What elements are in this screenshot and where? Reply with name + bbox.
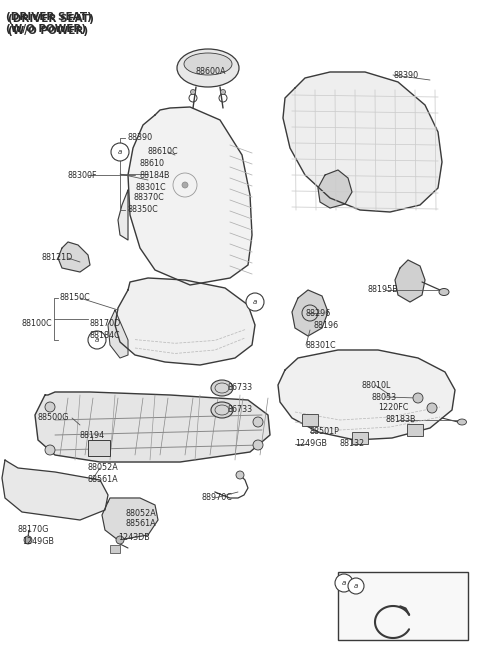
Text: 88196: 88196 [313, 320, 338, 329]
Circle shape [116, 536, 124, 544]
FancyBboxPatch shape [407, 424, 423, 436]
Text: 86733: 86733 [228, 405, 253, 415]
Text: 88121D: 88121D [42, 253, 73, 263]
Text: (W/O POWER): (W/O POWER) [8, 26, 88, 36]
Polygon shape [128, 107, 252, 285]
Text: 88610C: 88610C [147, 147, 178, 157]
Text: 88301C: 88301C [306, 341, 336, 350]
Ellipse shape [211, 380, 233, 396]
Text: 88390: 88390 [393, 71, 418, 79]
Text: 88194: 88194 [80, 430, 105, 440]
Circle shape [427, 403, 437, 413]
Polygon shape [58, 242, 90, 272]
Circle shape [111, 143, 129, 161]
Circle shape [182, 182, 188, 188]
Text: 88561A: 88561A [126, 519, 156, 529]
Circle shape [236, 471, 244, 479]
Text: 88132: 88132 [340, 440, 365, 449]
Polygon shape [318, 170, 352, 208]
Circle shape [220, 90, 226, 94]
Ellipse shape [211, 402, 233, 418]
Polygon shape [108, 310, 128, 358]
Polygon shape [115, 278, 255, 365]
Text: a: a [253, 299, 257, 305]
Text: 88150C: 88150C [60, 293, 91, 303]
Circle shape [253, 417, 263, 427]
Text: 88195B: 88195B [368, 286, 399, 295]
Polygon shape [102, 498, 158, 540]
Text: 88184C: 88184C [90, 331, 120, 339]
Text: 88501P: 88501P [310, 428, 340, 436]
Text: 88350C: 88350C [128, 206, 159, 214]
Text: 88184B: 88184B [140, 170, 170, 179]
Text: 88561A: 88561A [88, 474, 119, 483]
Text: a: a [354, 583, 358, 589]
Text: (DRIVER SEAT): (DRIVER SEAT) [8, 14, 94, 24]
Polygon shape [395, 260, 425, 302]
Polygon shape [292, 290, 328, 336]
FancyBboxPatch shape [302, 414, 318, 426]
Text: 86733: 86733 [228, 383, 253, 392]
FancyBboxPatch shape [338, 572, 468, 640]
FancyBboxPatch shape [88, 440, 110, 456]
Circle shape [335, 574, 353, 592]
Text: a: a [95, 337, 99, 343]
Text: 1220FC: 1220FC [378, 403, 408, 413]
FancyBboxPatch shape [352, 432, 368, 444]
Ellipse shape [457, 419, 467, 425]
Text: 1249GB: 1249GB [295, 440, 327, 449]
Circle shape [413, 393, 423, 403]
Text: 1249GB: 1249GB [22, 538, 54, 546]
Text: a: a [342, 580, 346, 586]
FancyBboxPatch shape [110, 545, 120, 553]
Text: 88301C: 88301C [136, 183, 167, 191]
Text: 88390: 88390 [128, 134, 153, 143]
Text: 88300F: 88300F [68, 170, 97, 179]
Circle shape [253, 440, 263, 450]
Polygon shape [118, 190, 128, 240]
Text: 88183B: 88183B [385, 415, 416, 424]
Circle shape [191, 90, 195, 94]
Text: 88170D: 88170D [90, 318, 121, 328]
Text: 88170G: 88170G [18, 525, 49, 534]
Text: 88500G: 88500G [38, 413, 70, 422]
Text: 88296: 88296 [306, 309, 331, 318]
Polygon shape [278, 350, 455, 440]
Text: 88370C: 88370C [133, 193, 164, 202]
Ellipse shape [177, 49, 239, 87]
Polygon shape [35, 392, 270, 462]
Text: 88052A: 88052A [126, 508, 157, 517]
Text: (DRIVER SEAT): (DRIVER SEAT) [6, 12, 92, 22]
Text: 88600A: 88600A [195, 67, 226, 77]
Text: 88053: 88053 [372, 392, 397, 402]
Ellipse shape [184, 53, 232, 75]
Text: 88627: 88627 [370, 582, 395, 591]
Text: 88610: 88610 [140, 159, 165, 168]
Text: 88100C: 88100C [22, 318, 53, 328]
Polygon shape [2, 460, 108, 520]
Text: 88970C: 88970C [202, 493, 233, 502]
Text: a: a [118, 149, 122, 155]
Circle shape [45, 445, 55, 455]
Circle shape [24, 536, 32, 544]
Circle shape [348, 578, 364, 594]
Text: 88052A: 88052A [88, 464, 119, 472]
Text: (W/O POWER): (W/O POWER) [6, 24, 86, 34]
Circle shape [88, 331, 106, 349]
Text: 88010L: 88010L [362, 381, 391, 390]
Circle shape [45, 402, 55, 412]
Ellipse shape [439, 288, 449, 295]
Text: 1243DB: 1243DB [118, 533, 150, 542]
Circle shape [246, 293, 264, 311]
Polygon shape [283, 72, 442, 212]
